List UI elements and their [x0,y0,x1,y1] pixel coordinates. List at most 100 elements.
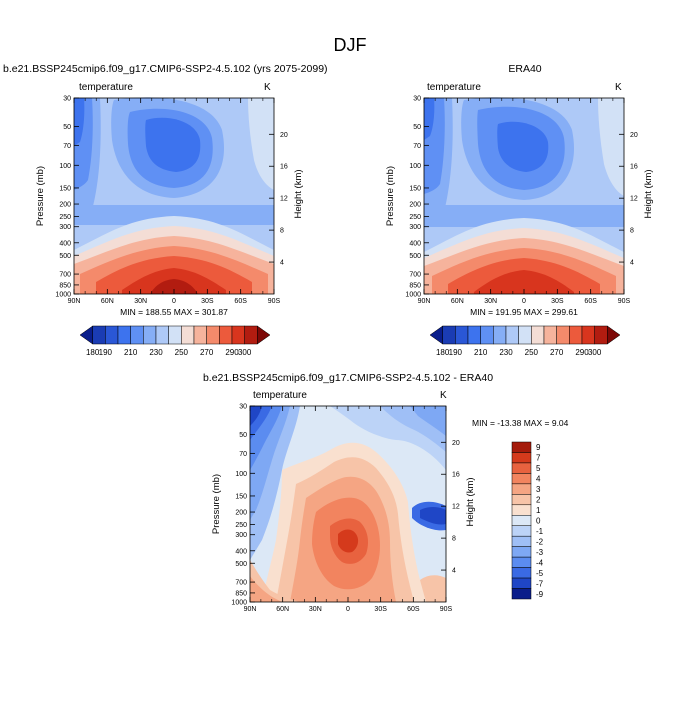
y-tick-label: 250 [235,522,247,529]
field-lower-warm-6 [474,270,574,294]
x-tick-label: 0 [172,298,176,305]
height-tick-label: 16 [280,164,288,171]
colorbar-label: 3 [536,485,541,494]
right-axis-label: Height (km) [465,477,476,526]
height-tick-label: 16 [630,164,638,171]
y-tick-label: 50 [413,124,421,131]
colorbar-label: 290 [225,348,239,357]
colorbar-swatch [181,325,195,345]
y-tick-label: 250 [59,214,71,221]
colorbar-swatch [543,325,557,345]
colorbar-swatch [594,325,608,345]
colorbar-label: 180 [86,348,100,357]
colorbar-label: -1 [536,527,544,536]
colorbar-swatch [105,325,119,345]
panel-obs-units: K [615,82,622,93]
y-axis-label: Pressure (mb) [211,474,222,534]
colorbar-swatch [168,325,182,345]
colorbar-swatch [556,325,570,345]
y-tick-label: 30 [63,96,71,103]
height-tick-label: 20 [280,132,288,139]
panel-obs-variable: temperature [427,82,481,93]
y-tick-label: 50 [63,124,71,131]
height-tick-label: 4 [280,260,284,267]
x-tick-label: 90N [418,298,431,305]
field-polar-cold-3 [424,98,435,140]
y-tick-label: 400 [409,240,421,247]
y-tick-label: 850 [409,282,421,289]
y-tick-label: 1000 [55,292,71,299]
colorbar-label: 4 [536,475,541,484]
colorbar-label: 230 [499,348,513,357]
colorbar-label: 2 [536,496,541,505]
colorbar-swatch [493,325,507,345]
y-tick-label: 100 [235,471,247,478]
x-tick-label: 60S [407,606,420,613]
x-tick-label: 90S [440,606,453,613]
y-tick-label: 700 [235,580,247,587]
field-sh-surface [420,575,446,602]
colorbar-label: 270 [550,348,564,357]
colorbar-swatch [511,462,532,474]
panel-obs: ERA40 temperature K 90N 60N 30N 0 30S 60S 90S 3… [385,63,654,357]
colorbar-swatch [219,325,233,345]
colorbar-swatch [511,452,532,464]
x-tick-label: 0 [522,298,526,305]
panel-model-units: K [264,82,271,93]
min-max-label: MIN = 191.95 MAX = 299.61 [470,307,578,317]
height-tick-label: 20 [630,132,638,139]
colorbar-swatch [569,325,583,345]
colorbar-swatch [511,556,532,568]
colorbar-swatch [467,325,481,345]
field-warm-6 [338,529,359,553]
colorbar-swatch [92,325,106,345]
colorbar-swatch [531,325,545,345]
colorbar-swatch [511,483,532,495]
y-tick-label: 250 [409,214,421,221]
y-tick-label: 500 [235,561,247,568]
y-tick-label: 150 [409,185,421,192]
colorbar-swatch [257,325,271,345]
y-tick-label: 30 [239,404,247,411]
colorbar-swatch [607,325,621,345]
colorbar-label: 230 [149,348,163,357]
field-polar-cold-3 [74,98,85,146]
y-tick-label: 500 [59,253,71,260]
y-tick-label: 400 [235,548,247,555]
right-axis-label: Height (km) [643,169,654,218]
x-tick-label: 30N [134,298,147,305]
y-tick-label: 700 [409,272,421,279]
colorbar-swatch [480,325,494,345]
min-max-label: MIN = -13.38 MAX = 9.04 [472,418,569,428]
colorbar-label: 270 [200,348,214,357]
field-cold-core-3 [497,121,549,172]
panel-model: b.e21.BSSP245cmip6.f09_g17.CMIP6-SSP2-4.… [3,63,328,357]
panel-model-title: b.e21.BSSP245cmip6.f09_g17.CMIP6-SSP2-4.… [3,63,328,75]
x-tick-label: 30N [484,298,497,305]
colorbar-swatch [511,515,532,526]
colorbar-swatch [511,567,532,579]
y-tick-label: 100 [409,163,421,170]
colorbar-swatch [206,325,220,345]
colorbar-label: -7 [536,579,544,588]
colorbar-swatch [244,325,258,345]
x-tick-label: 60N [451,298,464,305]
colorbar-label: -4 [536,558,544,567]
panel-diff-units: K [440,390,447,401]
colorbar-swatch [511,494,532,506]
y-tick-label: 300 [235,532,247,539]
y-tick-label: 70 [239,451,247,458]
colorbar-swatch [442,325,456,345]
field-upper-cold-3 [410,406,446,436]
y-tick-label: 1000 [405,292,421,299]
field-tropopause-band [424,205,624,227]
x-tick-label: 30N [309,606,322,613]
colorbar-label: 1 [536,506,541,515]
colorbar-swatch [117,325,131,345]
height-tick-label: 8 [630,228,634,235]
panel-obs-axes: 90N 60N 30N 0 30S 60S 90S 30 50 70 100 150 200 250 300… [385,96,654,358]
colorbar-label: 9 [536,443,541,452]
y-tick-label: 500 [409,253,421,260]
colorbar-label: 190 [449,348,463,357]
